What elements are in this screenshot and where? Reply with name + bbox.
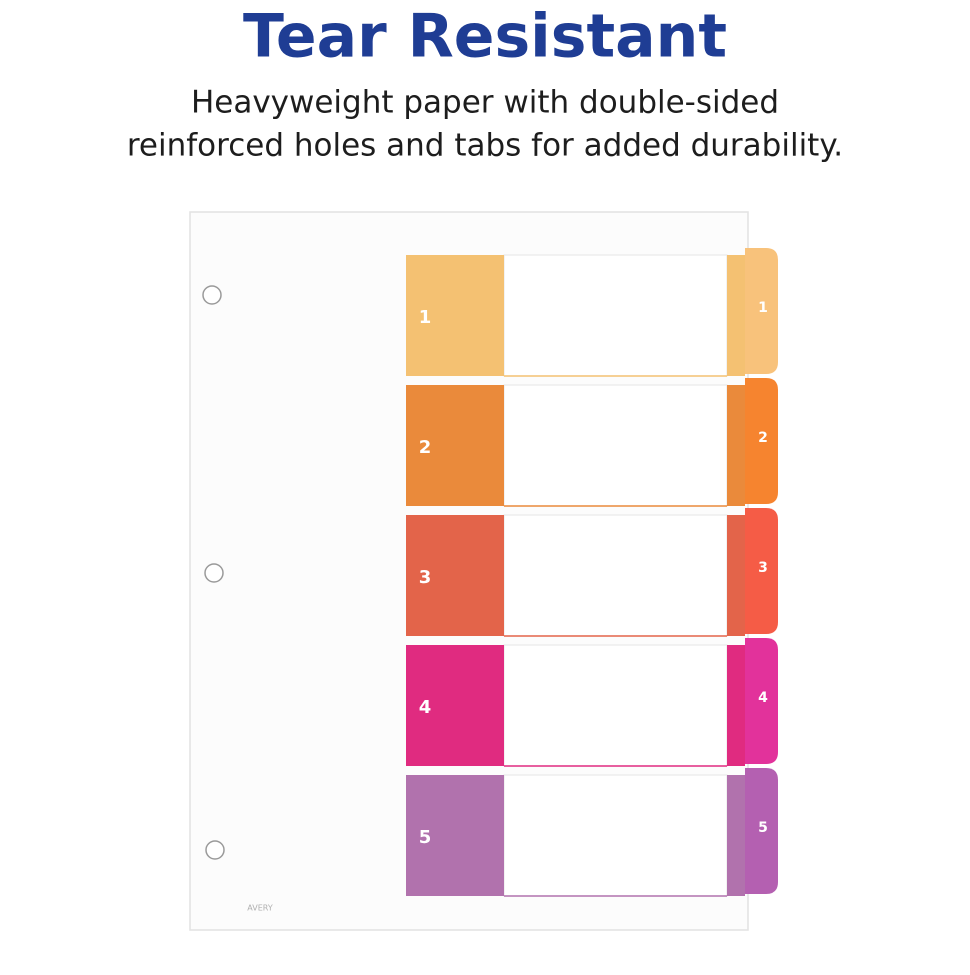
tab-number: 3 [758, 560, 768, 576]
color-block [406, 645, 504, 766]
subtitle-line: Heavyweight paper with double-sided [191, 85, 779, 121]
subtitle-line: reinforced holes and tabs for added dura… [127, 128, 843, 164]
headline: Tear Resistant [243, 2, 727, 72]
label-field [503, 774, 728, 897]
index-tab [745, 248, 778, 374]
punch-hole [202, 285, 222, 305]
tab-number: 5 [758, 820, 768, 836]
color-strip [727, 385, 745, 506]
brand-logo: AVERY [247, 904, 273, 913]
block-number: 5 [419, 827, 432, 848]
index-tab [745, 378, 778, 504]
color-block [406, 775, 504, 896]
color-block [406, 515, 504, 636]
index-tab [745, 508, 778, 634]
block-number: 2 [419, 437, 432, 458]
index-tab [745, 638, 778, 764]
color-strip [727, 775, 745, 896]
tab-rows: 1 1 2 2 3 3 4 4 5 5 [406, 248, 778, 897]
tab-number: 1 [758, 300, 768, 316]
color-block [406, 385, 504, 506]
block-number: 4 [419, 697, 432, 718]
color-strip [727, 645, 745, 766]
label-field [503, 644, 728, 767]
block-number: 1 [419, 307, 432, 328]
block-number: 3 [419, 567, 432, 588]
tab-number: 2 [758, 430, 768, 446]
color-block [406, 255, 504, 376]
label-field [503, 514, 728, 637]
punch-hole [205, 840, 225, 860]
label-field [503, 254, 728, 377]
color-strip [727, 255, 745, 376]
color-strip [727, 515, 745, 636]
tab-number: 4 [758, 690, 768, 706]
index-tab [745, 768, 778, 894]
label-field [503, 384, 728, 507]
punch-hole [204, 563, 224, 583]
